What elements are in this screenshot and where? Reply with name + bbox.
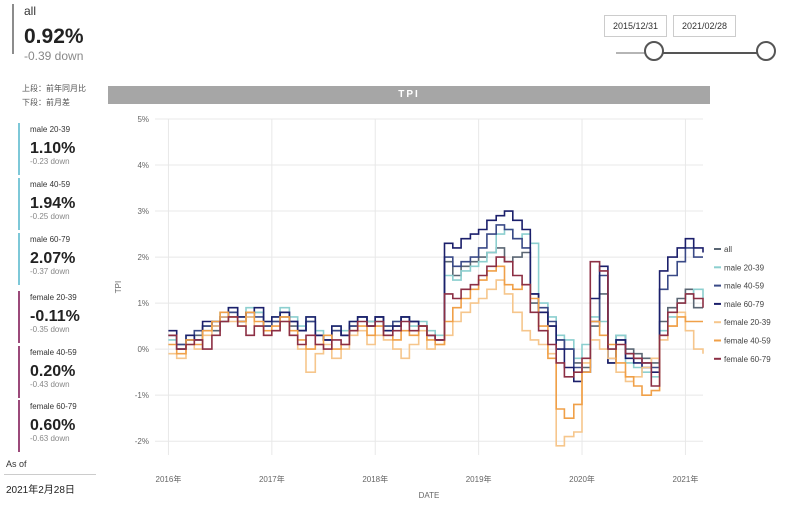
kpi-card-change: -0.37 down <box>30 267 70 276</box>
kpi-card-value: 1.94% <box>30 195 76 212</box>
series-line-male-60-79 <box>168 210 704 383</box>
kpi-card-change: -0.63 down <box>30 434 70 443</box>
chart-axes: 5% 4% 3% 2% 1% 0% -1% -2% 2016年 2017年 2018年 2019年 20… <box>114 115 698 500</box>
y-tick-label: -1% <box>135 391 149 400</box>
kpi-card-female-20-39: female 20-39 -0.11% -0.35 down <box>18 291 106 343</box>
kpi-card-value: 2.07% <box>30 250 76 267</box>
x-tick-label: 2017年 <box>259 474 285 484</box>
summary-label: all <box>24 4 37 18</box>
x-tick-label: 2019年 <box>466 474 492 484</box>
note-mom: 下段：前月差 <box>22 98 70 107</box>
y-tick-label: 0% <box>137 345 149 354</box>
date-range-slider-start-handle[interactable] <box>644 41 664 61</box>
kpi-card-value: 1.10% <box>30 140 76 157</box>
kpi-card-change: -0.25 down <box>30 212 70 221</box>
kpi-card-value: -0.11% <box>30 308 80 325</box>
kpi-card-male-40-59: male 40-59 1.94% -0.25 down <box>18 178 106 230</box>
summary-card-all: all 0.92% -0.39 down <box>12 4 119 63</box>
y-tick-label: 5% <box>137 115 149 124</box>
y-tick-label: 3% <box>137 207 149 216</box>
note-yoy: 上段：前年同月比 <box>22 84 86 93</box>
date-range-slider-fill <box>654 52 766 54</box>
y-tick-label: 1% <box>137 299 149 308</box>
kpi-card-label: female 60-79 <box>30 402 77 411</box>
x-tick-label: 2018年 <box>362 474 388 484</box>
y-axis-title: TPI <box>114 281 123 293</box>
x-tick-label: 2020年 <box>569 474 595 484</box>
chart-series <box>168 210 704 447</box>
legend-label-all: all <box>724 245 732 254</box>
kpi-card-change: -0.23 down <box>30 157 70 166</box>
y-tick-label: -2% <box>135 437 149 446</box>
as-of-date: 2021年2月28日 <box>6 485 75 496</box>
kpi-card-label: male 20-39 <box>30 125 71 134</box>
date-range-end-input[interactable]: 2021/02/28 <box>673 15 736 37</box>
as-of-label: As of <box>6 459 27 469</box>
kpi-card-label: male 60-79 <box>30 235 71 244</box>
legend-label-male-40-59: male 40-59 <box>724 282 765 291</box>
legend-label-female-20-39: female 20-39 <box>724 318 771 327</box>
x-tick-label: 2021年 <box>673 474 699 484</box>
legend-label-male-20-39: male 20-39 <box>724 263 765 272</box>
kpi-card-female-40-59: female 40-59 0.20% -0.43 down <box>18 346 106 398</box>
legend-label-female-40-59: female 40-59 <box>724 337 771 346</box>
kpi-card-value: 0.20% <box>30 363 76 380</box>
chart-grid <box>155 118 703 455</box>
series-line-female-60-79 <box>168 256 704 387</box>
legend-label-male-60-79: male 60-79 <box>724 300 765 309</box>
kpi-card-value: 0.60% <box>30 417 76 434</box>
x-axis-title: DATE <box>419 491 440 500</box>
as-of-divider <box>4 474 96 475</box>
summary-change: -0.39 down <box>24 49 84 63</box>
y-tick-label: 4% <box>137 161 149 170</box>
summary-value: 0.92% <box>24 25 84 48</box>
kpi-card-label: male 40-59 <box>30 180 71 189</box>
x-tick-label: 2016年 <box>156 474 182 484</box>
series-line-male-40-59 <box>168 224 703 373</box>
kpi-card-label: female 20-39 <box>30 293 77 302</box>
kpi-card-change: -0.43 down <box>30 380 70 389</box>
kpi-card-male-60-79: male 60-79 2.07% -0.37 down <box>18 233 106 285</box>
date-range-slider-end-handle[interactable] <box>756 41 776 61</box>
kpi-card-change: -0.35 down <box>30 325 70 334</box>
y-tick-label: 2% <box>137 253 149 262</box>
chart-legend[interactable]: all male 20-39 male 40-59 male 60-79 female … <box>714 245 771 364</box>
legend-label-female-60-79: female 60-79 <box>724 355 771 364</box>
kpi-card-label: female 40-59 <box>30 348 77 357</box>
chart-title: TPI <box>108 86 710 104</box>
date-range-start-input[interactable]: 2015/12/31 <box>604 15 667 37</box>
kpi-card-male-20-39: male 20-39 1.10% -0.23 down <box>18 123 106 175</box>
kpi-card-female-60-79: female 60-79 0.60% -0.63 down <box>18 400 106 452</box>
